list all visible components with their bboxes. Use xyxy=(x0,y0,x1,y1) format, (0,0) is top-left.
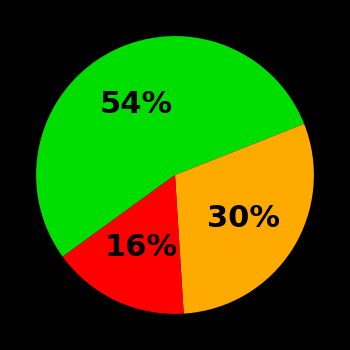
Text: 16%: 16% xyxy=(104,233,177,262)
Wedge shape xyxy=(175,124,314,314)
Wedge shape xyxy=(36,36,304,257)
Wedge shape xyxy=(63,175,184,314)
Text: 54%: 54% xyxy=(100,90,173,119)
Text: 30%: 30% xyxy=(206,204,280,233)
